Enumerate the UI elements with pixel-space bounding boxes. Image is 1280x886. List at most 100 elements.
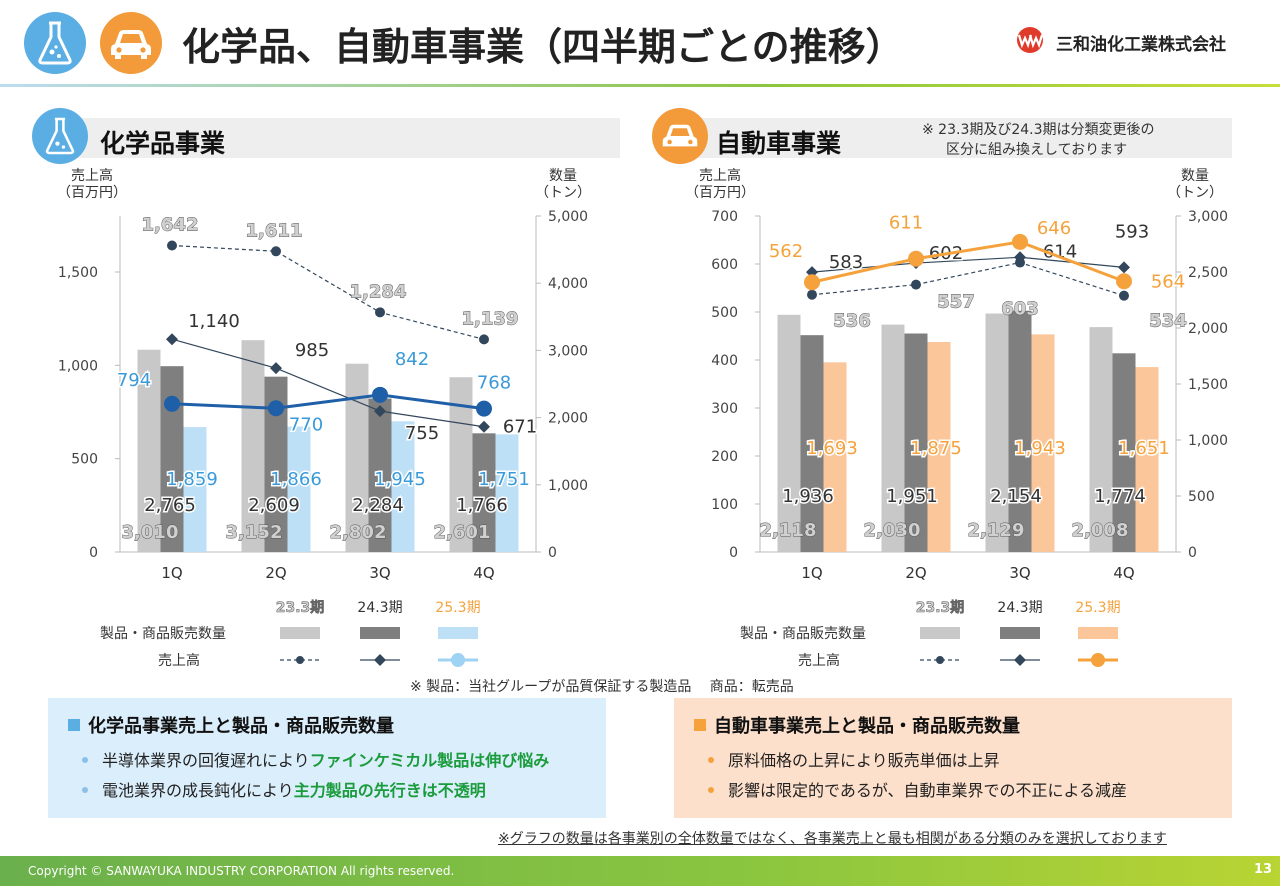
chem-bullet-1: 半導体業界の回復遅れによりファインケミカル製品は伸び悩み xyxy=(68,746,586,776)
sales-point-s1 xyxy=(166,333,178,346)
chem-left-unit: 売上高 （百万円） xyxy=(57,168,127,201)
line-data-label: 1,139 xyxy=(462,308,519,329)
sales-point-s0 xyxy=(911,279,921,290)
line-data-label: 985 xyxy=(295,340,329,361)
left-tick-label: 500 xyxy=(71,452,98,468)
legend-bar-swatch xyxy=(920,627,960,639)
legend-bar-swatch xyxy=(1000,627,1040,639)
x-tick-label: 3Q xyxy=(1009,564,1030,582)
bar-2Q-s0 xyxy=(881,324,905,552)
line-data-label: 611 xyxy=(889,213,923,234)
dot-icon xyxy=(82,787,88,793)
bar-data-label: 1,859 xyxy=(166,469,218,490)
left-tick-label: 600 xyxy=(711,257,738,273)
bar-4Q-s2 xyxy=(1135,367,1159,552)
line-data-label: 562 xyxy=(769,241,803,262)
left-tick-label: 200 xyxy=(711,449,738,465)
company-name: 三和油化工業株式会社 xyxy=(1056,35,1226,55)
legend-row-qty: 製品・商品販売数量 xyxy=(740,626,866,642)
line-data-label: 557 xyxy=(937,292,975,313)
sales-point-s0 xyxy=(167,240,177,251)
chem-summary-title: 化学品事業売上と製品・商品販売数量 xyxy=(68,712,586,738)
line-data-label: 646 xyxy=(1037,218,1071,239)
bar-2Q-s1 xyxy=(264,376,288,552)
header-divider xyxy=(0,84,1280,87)
left-tick-label: 300 xyxy=(711,401,738,417)
bar-2Q-s2 xyxy=(927,342,951,552)
line-data-label: 794 xyxy=(117,370,151,391)
legend-head: 23.3期 xyxy=(276,600,325,616)
x-tick-label: 4Q xyxy=(473,564,494,582)
sales-point-s1 xyxy=(374,405,386,418)
bar-data-label: 1,951 xyxy=(886,486,938,507)
sales-line-s2 xyxy=(811,240,1125,284)
legend-bar-swatch xyxy=(360,627,400,639)
left-tick-label: 1,500 xyxy=(58,265,98,281)
legend-line-marker xyxy=(296,656,304,664)
legend-bar-swatch xyxy=(1078,627,1118,639)
product-note: ※ 製品：当社グループが品質保証する製造品 商品：転売品 xyxy=(410,679,794,695)
chem-section-icon xyxy=(32,108,88,164)
x-tick-label: 4Q xyxy=(1113,564,1134,582)
sales-point-s2 xyxy=(908,250,924,267)
line-data-label: 536 xyxy=(833,311,871,332)
square-bullet-icon xyxy=(694,719,706,731)
bar-data-label: 1,693 xyxy=(806,438,858,459)
bar-2Q-s1 xyxy=(904,333,928,552)
bar-4Q-s0 xyxy=(449,377,473,552)
legend-head: 24.3期 xyxy=(997,600,1042,616)
right-tick-label: 0 xyxy=(1188,545,1197,561)
sales-point-s2 xyxy=(1116,273,1132,290)
bar-data-label: 2,030 xyxy=(864,520,921,541)
left-tick-label: 500 xyxy=(711,305,738,321)
auto-right-unit: 数量 （トン） xyxy=(1167,168,1223,201)
copyright: Copyright © SANWAYUKA INDUSTRY CORPORATI… xyxy=(28,864,455,878)
sales-point-s2 xyxy=(268,400,284,417)
bar-data-label: 2,802 xyxy=(330,522,387,543)
legend-line-marker xyxy=(374,654,386,666)
sales-line-s2 xyxy=(171,393,485,411)
line-data-label: 755 xyxy=(405,423,439,444)
legend-bar-swatch xyxy=(280,627,320,639)
bar-3Q-s2 xyxy=(391,421,415,552)
legend-head: 24.3期 xyxy=(357,600,402,616)
auto-summary-box: 自動車事業売上と製品・商品販売数量 原料価格の上昇により販売単価は上昇 影響は限… xyxy=(674,698,1232,818)
bar-2Q-s2 xyxy=(287,426,311,552)
legend-line-marker xyxy=(1091,653,1105,667)
car-icon xyxy=(662,124,698,147)
line-data-label: 842 xyxy=(395,349,429,370)
bar-data-label: 1,936 xyxy=(782,486,834,507)
left-tick-label: 700 xyxy=(711,209,738,225)
line-data-label: 1,284 xyxy=(350,281,407,302)
bar-data-label: 3,010 xyxy=(122,522,179,543)
bar-4Q-s1 xyxy=(472,433,496,552)
left-tick-label: 100 xyxy=(711,497,738,513)
left-tick-label: 1,000 xyxy=(58,358,98,374)
bar-data-label: 1,774 xyxy=(1094,486,1146,507)
bar-data-label: 2,609 xyxy=(248,495,300,516)
auto-bullet-2: 影響は限定的であるが、自動車業界での不正による減産 xyxy=(694,776,1212,806)
line-data-label: 593 xyxy=(1115,221,1149,242)
sales-point-s1 xyxy=(270,362,282,375)
sales-line-s0 xyxy=(171,244,485,340)
bar-data-label: 1,751 xyxy=(478,469,530,490)
bar-data-label: 1,943 xyxy=(1014,438,1066,459)
bar-3Q-s0 xyxy=(985,313,1009,552)
car-icon xyxy=(111,30,151,59)
legend-line-marker xyxy=(936,656,944,664)
left-tick-label: 0 xyxy=(729,545,738,561)
bar-3Q-s0 xyxy=(345,363,369,552)
flask-icon xyxy=(45,117,75,155)
sales-line-s1 xyxy=(171,338,485,428)
legend-line-marker xyxy=(451,653,465,667)
bar-data-label: 2,601 xyxy=(434,522,491,543)
x-tick-label: 1Q xyxy=(801,564,822,582)
right-tick-label: 3,000 xyxy=(1188,209,1228,225)
sales-point-s0 xyxy=(807,289,817,300)
sales-line-s0 xyxy=(811,261,1125,297)
bar-data-label: 1,945 xyxy=(374,469,426,490)
right-tick-label: 1,000 xyxy=(548,478,588,494)
square-bullet-icon xyxy=(68,719,80,731)
